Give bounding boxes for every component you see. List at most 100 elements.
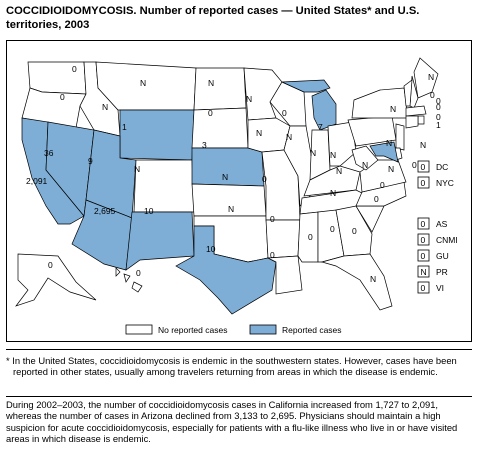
territory-value-vi: 0 [421,283,426,293]
territory-value-as: 0 [421,219,426,229]
state-label-ut: 9 [88,156,93,166]
state-label-id: N [102,102,108,112]
territory-value-pr: N [421,267,427,277]
state-label-nj: N [420,140,426,150]
page-title: COCCIDIOIDOMYCOSIS. Number of reported c… [6,5,420,31]
state-label-de: 0 [412,160,417,170]
territory-label-nyc: NYC [436,178,454,188]
map-frame [6,40,472,342]
state-label-nh: 0 [436,96,441,106]
territory-value-nyc: 0 [421,178,426,188]
state-ak [15,253,97,307]
footnote-1-text: In the United States, coccidioidomycosis… [12,355,457,378]
state-fl [320,253,393,311]
territory-value-gu: 0 [421,251,426,261]
state-vt [403,79,413,107]
state-label-in: N [310,148,316,158]
state-label-ks: N [222,172,228,182]
state-ri [417,115,425,125]
state-nj [395,123,405,151]
state-ga [335,205,373,257]
state-label-az: 2,695 [94,206,116,216]
state-label-hi: 0 [136,268,141,278]
state-label-la: 0 [270,250,275,260]
state-label-ok: N [228,204,234,214]
territory-box-nyc [417,176,430,189]
state-label-nm: 10 [144,206,154,216]
state-label-wy: 1 [122,122,127,132]
territory-value-cnmi: 0 [421,235,426,245]
territory-box-as [417,217,430,230]
state-label-il: N [286,132,292,142]
state-wv [351,145,379,171]
territory-box-dc [417,160,430,173]
territory-label-as: AS [436,219,448,229]
legend-no-cases-label: No reported cases [158,325,227,335]
state-label-ne: 3 [202,140,207,150]
footnote-marker: * [6,355,10,366]
state-label-ak: 0 [48,260,53,270]
territory-label-dc: DC [436,162,448,172]
state-la [266,255,303,295]
state-label-tn: N [330,188,336,198]
state-label-me: N [428,72,434,82]
territory-label-gu: GU [436,251,449,261]
state-hi [115,267,143,293]
territory-box-pr [417,265,430,278]
state-label-vt: 0 [430,90,435,100]
state-label-mo: 0 [262,174,267,184]
state-ne [191,147,265,187]
state-label-fl: N [370,274,376,284]
state-oh [327,121,357,167]
state-label-tx: 10 [206,244,216,254]
state-label-va: N [388,164,394,174]
state-label-oh: N [330,150,336,160]
state-label-co: N [134,164,140,174]
state-label-ri: 1 [436,120,441,130]
state-me [413,57,439,99]
state-tx [175,225,277,315]
state-label-al: 0 [330,224,335,234]
territory-box-gu [417,249,430,262]
state-wi [269,81,307,127]
state-label-wi: 0 [282,108,287,118]
state-wy [119,109,195,161]
territory-value-dc: 0 [421,162,426,172]
state-label-ms: 0 [308,232,313,242]
state-label-ia: N [256,128,262,138]
state-label-ky: N [336,166,342,176]
state-md [369,141,399,163]
state-ms [297,211,319,263]
state-label-ar: 0 [270,214,275,224]
legend-reported-swatch [249,324,277,335]
state-label-mn: N [246,94,252,104]
state-wa [27,61,87,95]
state-label-mi: 7 [318,122,323,132]
territory-box-cnmi [417,233,430,246]
footnote-2: During 2002–2003, the number of coccidio… [6,399,458,445]
state-ct [405,115,419,129]
state-label-nd: N [208,78,214,88]
state-nd [193,67,247,111]
territory-label-pr: PR [436,267,448,277]
territory-box-vi [417,281,430,294]
legend-reported-label: Reported cases [282,325,342,335]
state-label-ny: N [390,104,396,114]
state-label-ca: 2,091 [26,176,48,186]
state-ny [351,87,409,119]
state-label-ct: 0 [436,112,441,122]
divider [6,349,472,350]
state-label-mt: N [140,78,146,88]
state-ia [247,117,291,153]
state-label-nc: 0 [380,180,385,190]
state-label-sc: 0 [374,194,379,204]
legend-no-cases-swatch [125,324,153,335]
state-label-wv: N [362,160,368,170]
footnote-1: * In the United States, coccidioidomycos… [6,355,472,378]
territory-label-vi: VI [436,283,444,293]
divider [6,396,472,397]
state-label-or: 0 [60,92,65,102]
state-co [133,159,195,213]
state-label-sd: 0 [208,108,213,118]
